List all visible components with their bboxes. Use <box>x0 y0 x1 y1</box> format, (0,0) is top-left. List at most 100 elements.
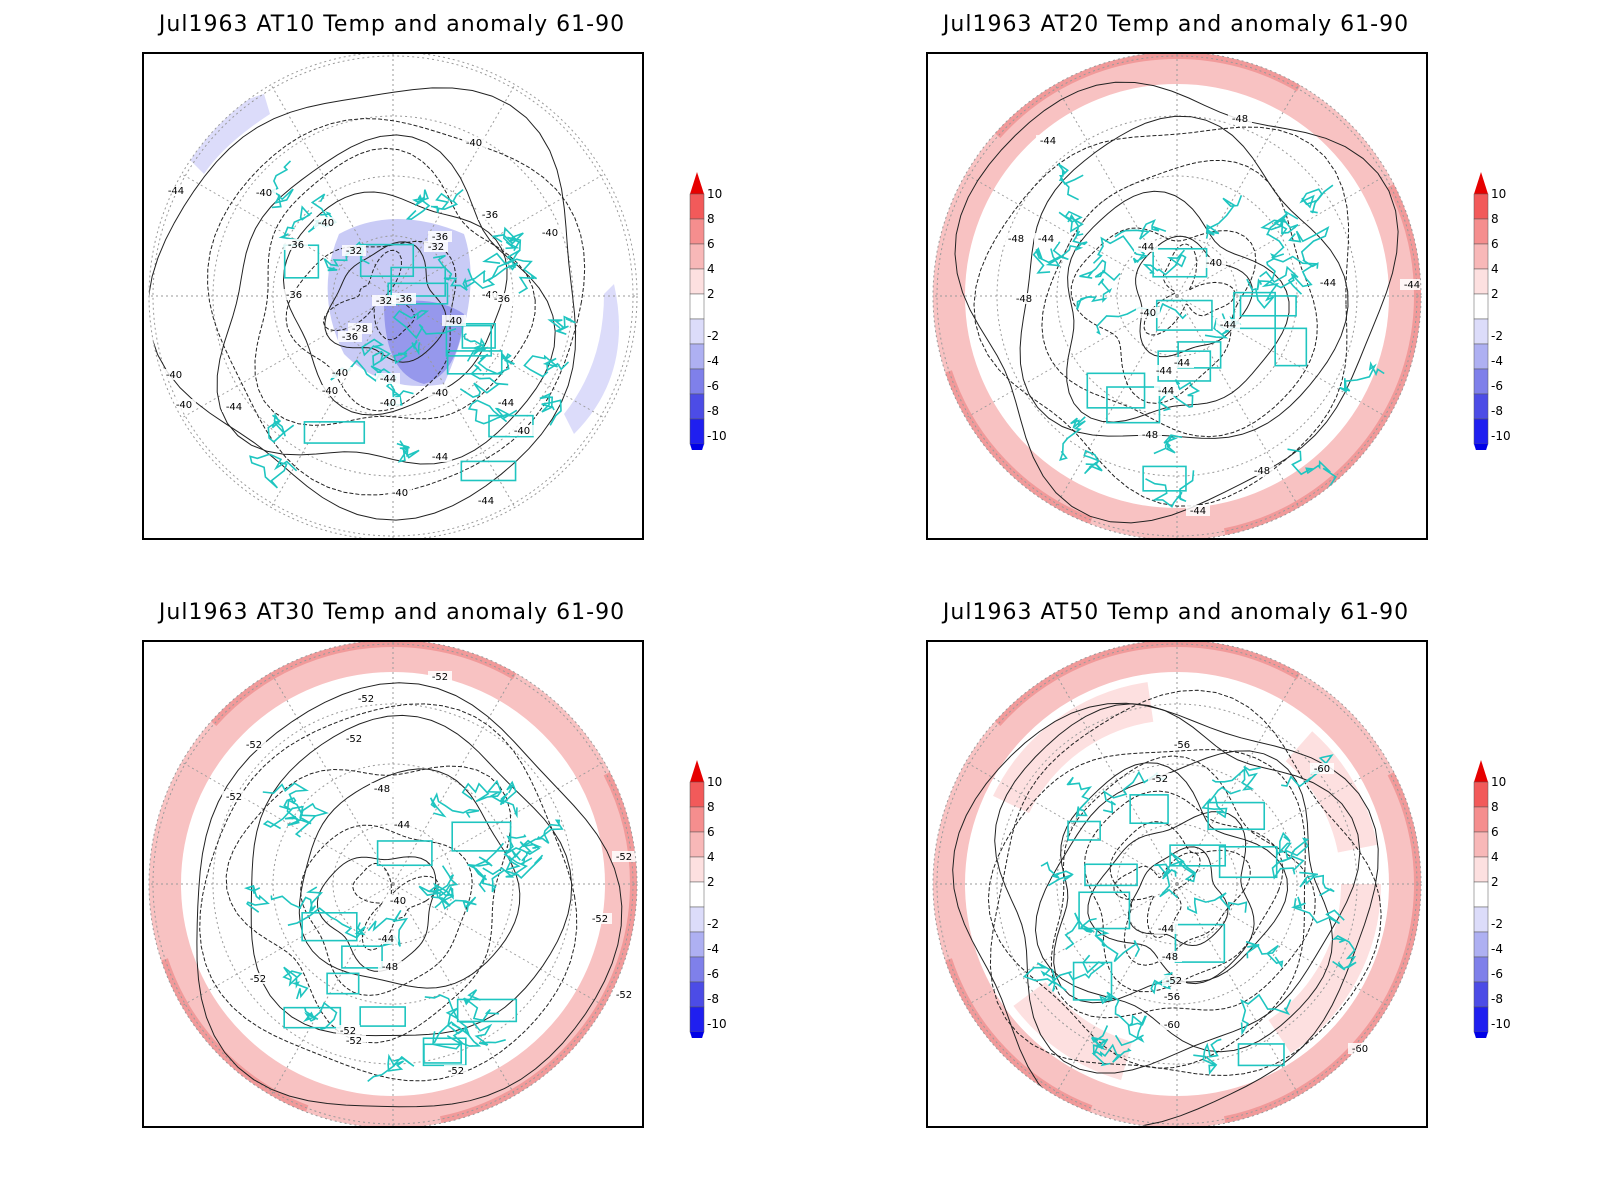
colorbar-tick-label: 8 <box>1491 212 1499 226</box>
colorbar-swatch <box>689 418 705 445</box>
coastlines <box>1032 163 1385 508</box>
contour-label: -52 <box>1166 976 1182 987</box>
colorbar-tick-label: 2 <box>1491 875 1499 889</box>
colorbar-max-arrow <box>690 760 704 782</box>
colorbar-swatch <box>689 218 705 245</box>
colorbar-swatch <box>689 856 705 883</box>
contour-label: -44 <box>1220 320 1236 331</box>
colorbar-tick-label: 2 <box>707 875 715 889</box>
contour-label: -52 <box>340 1026 356 1037</box>
panel-at20: Jul1963 AT20 Temp and anomaly 61-90 -48 -… <box>784 0 1564 590</box>
contour-label: -52 <box>616 990 632 1001</box>
colorbar-tick-label: 4 <box>707 262 715 276</box>
colorbar-swatch <box>689 781 705 808</box>
contour-label: -32 <box>346 246 362 257</box>
colorbar-swatch <box>689 906 705 933</box>
contour-label: -44 <box>1156 366 1172 377</box>
colorbar-tick-label: -2 <box>1491 329 1503 343</box>
colorbar-max-arrow <box>690 172 704 194</box>
colorbar-swatch <box>689 343 705 370</box>
colorbar-tick-label: 10 <box>707 775 722 789</box>
colorbar-tick-label: -4 <box>707 354 719 368</box>
contour-label: -40 <box>256 188 272 199</box>
anomaly-patch-cold <box>564 284 619 434</box>
colorbar-swatch <box>689 318 705 345</box>
colorbar-swatch <box>689 393 705 420</box>
colorbar-tick-label: -2 <box>1491 917 1503 931</box>
colorbar-swatch <box>689 881 705 908</box>
contour-label: -44 <box>1174 358 1190 369</box>
graticule <box>933 54 1421 538</box>
contour-label: -48 <box>1016 294 1032 305</box>
contour-label: -40 <box>322 386 338 397</box>
contour-label: -48 <box>1254 466 1270 477</box>
contour-labels: -48-44-44-48-48-44-40-40-44-44-44-44-48-… <box>1004 113 1424 517</box>
colorbar-max-arrow <box>1474 172 1488 194</box>
colorbar-svg: 10 8 6 4 2 -2 -4 -6 -8 -10 <box>1473 760 1511 1054</box>
contour-labels: -40-44 -40-40-36-32 -32-36-36-28-32 -36-40-… <box>162 137 562 507</box>
colorbar-tick-label: -4 <box>1491 942 1503 956</box>
contour-label: -32 <box>428 242 444 253</box>
contour-label: -40 <box>432 388 448 399</box>
colorbar-swatch <box>1473 343 1489 370</box>
contour-label: -40 <box>318 218 334 229</box>
contour-label: -44 <box>498 398 514 409</box>
colorbar-tick-label: 6 <box>707 237 715 251</box>
contour-label: -52 <box>246 740 262 751</box>
colorbar-swatch <box>689 931 705 958</box>
contour-label: -48 <box>1232 114 1248 125</box>
colorbar-svg: 10 8 6 4 2 -2 -4 -6 -8 -10 <box>1473 172 1511 466</box>
contour-label: -44 <box>168 186 184 197</box>
contour-label: -44 <box>1158 924 1174 935</box>
colorbar-swatch <box>1473 243 1489 270</box>
colorbar-swatch <box>1473 931 1489 958</box>
colorbar-tick-label: 2 <box>707 287 715 301</box>
contour-label: -52 <box>616 852 632 863</box>
colorbar-tick-label: 4 <box>1491 262 1499 276</box>
colorbar-svg: 10 8 6 4 2 -2 -4 -6 -8 -10 <box>689 172 727 466</box>
colorbar-tick-label: -10 <box>1491 429 1511 443</box>
contour-label: -36 <box>494 294 510 305</box>
colorbar-swatch <box>1473 1006 1489 1033</box>
colorbar-swatch <box>689 268 705 295</box>
colorbar-swatch <box>689 981 705 1008</box>
colorbar-swatch <box>1473 781 1489 808</box>
colorbar-tick-label: 8 <box>707 800 715 814</box>
contour-label: -44 <box>226 402 242 413</box>
colorbar-min-arrow <box>1474 1032 1488 1054</box>
colorbar-swatch <box>1473 418 1489 445</box>
anomaly-patch-cold <box>184 94 270 174</box>
contour-label: -36 <box>482 210 498 221</box>
map-canvas: -48-44-44-48-48-44-40-40-44-44-44-44-48-… <box>932 54 1424 538</box>
panel-title: Jul1963 AT20 Temp and anomaly 61-90 <box>942 12 1410 37</box>
colorbar-swatch <box>1473 981 1489 1008</box>
colorbar-swatch <box>1473 806 1489 833</box>
colorbar-tick-label: 6 <box>1491 237 1499 251</box>
contour-label: -40 <box>466 138 482 149</box>
contour-label: -52 <box>226 792 242 803</box>
colorbar-tick-label: -2 <box>707 329 719 343</box>
colorbar-tick-label: -8 <box>707 992 719 1006</box>
map-canvas: -56 -52 -60 -44 -48 -52 -56 -60 -60 <box>932 642 1422 1126</box>
contour-label: -44 <box>380 374 396 385</box>
contour-label: -44 <box>1138 242 1154 253</box>
panel-title: Jul1963 AT50 Temp and anomaly 61-90 <box>942 600 1410 625</box>
contour-label: -32 <box>376 296 392 307</box>
colorbar-tick-label: 8 <box>707 212 715 226</box>
colorbar-swatch <box>689 806 705 833</box>
colorbar-tick-label: -10 <box>707 429 727 443</box>
contour-label: -44 <box>432 452 448 463</box>
colorbar-swatch <box>1473 856 1489 883</box>
contour-label: -48 <box>374 784 390 795</box>
contour-labels: -56 -52 -60 -44 -48 -52 -56 -60 -60 <box>1148 739 1372 1055</box>
contour-label: -52 <box>250 974 266 985</box>
contour-label: -52 <box>448 1066 464 1077</box>
colorbar-swatch <box>689 243 705 270</box>
contour-label: -44 <box>1038 234 1054 245</box>
colorbar-tick-label: -8 <box>1491 404 1503 418</box>
panel-at30: Jul1963 AT30 Temp and anomaly 61-90 -52-… <box>0 588 780 1178</box>
contour-label: -48 <box>1162 952 1178 963</box>
colorbar-swatch <box>1473 956 1489 983</box>
contour-label: -48 <box>1142 430 1158 441</box>
contour-label: -44 <box>1158 386 1174 397</box>
